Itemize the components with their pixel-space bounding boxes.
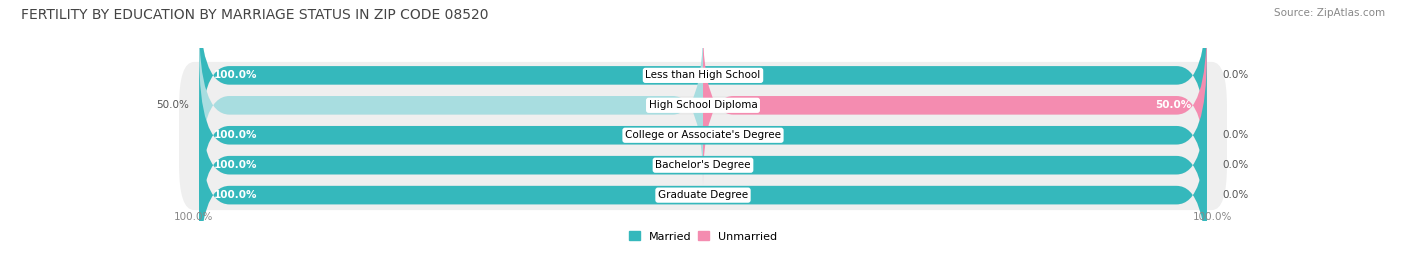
Text: 0.0%: 0.0% [1222, 70, 1249, 80]
Text: 100.0%: 100.0% [214, 70, 257, 80]
Text: 100.0%: 100.0% [214, 190, 257, 200]
Legend: Married, Unmarried: Married, Unmarried [624, 227, 782, 246]
FancyBboxPatch shape [200, 25, 1206, 186]
Text: Bachelor's Degree: Bachelor's Degree [655, 160, 751, 170]
FancyBboxPatch shape [200, 0, 1206, 156]
FancyBboxPatch shape [200, 55, 1206, 216]
FancyBboxPatch shape [200, 115, 1206, 269]
Text: 100.0%: 100.0% [214, 160, 257, 170]
FancyBboxPatch shape [200, 85, 1206, 246]
Text: 100.0%: 100.0% [1192, 212, 1232, 222]
Text: Less than High School: Less than High School [645, 70, 761, 80]
Text: 100.0%: 100.0% [214, 130, 257, 140]
FancyBboxPatch shape [703, 25, 1206, 186]
Text: 100.0%: 100.0% [174, 212, 214, 222]
Text: 50.0%: 50.0% [156, 100, 188, 110]
Text: FERTILITY BY EDUCATION BY MARRIAGE STATUS IN ZIP CODE 08520: FERTILITY BY EDUCATION BY MARRIAGE STATU… [21, 8, 489, 22]
FancyBboxPatch shape [200, 0, 1206, 156]
FancyBboxPatch shape [200, 55, 1206, 216]
FancyBboxPatch shape [179, 62, 1227, 210]
Text: College or Associate's Degree: College or Associate's Degree [626, 130, 780, 140]
FancyBboxPatch shape [200, 25, 703, 186]
FancyBboxPatch shape [200, 85, 1206, 246]
Text: 0.0%: 0.0% [1222, 190, 1249, 200]
Text: Source: ZipAtlas.com: Source: ZipAtlas.com [1274, 8, 1385, 18]
FancyBboxPatch shape [200, 115, 1206, 269]
Text: High School Diploma: High School Diploma [648, 100, 758, 110]
Text: 50.0%: 50.0% [1156, 100, 1192, 110]
Text: 0.0%: 0.0% [1222, 130, 1249, 140]
Text: 0.0%: 0.0% [1222, 160, 1249, 170]
Text: Graduate Degree: Graduate Degree [658, 190, 748, 200]
